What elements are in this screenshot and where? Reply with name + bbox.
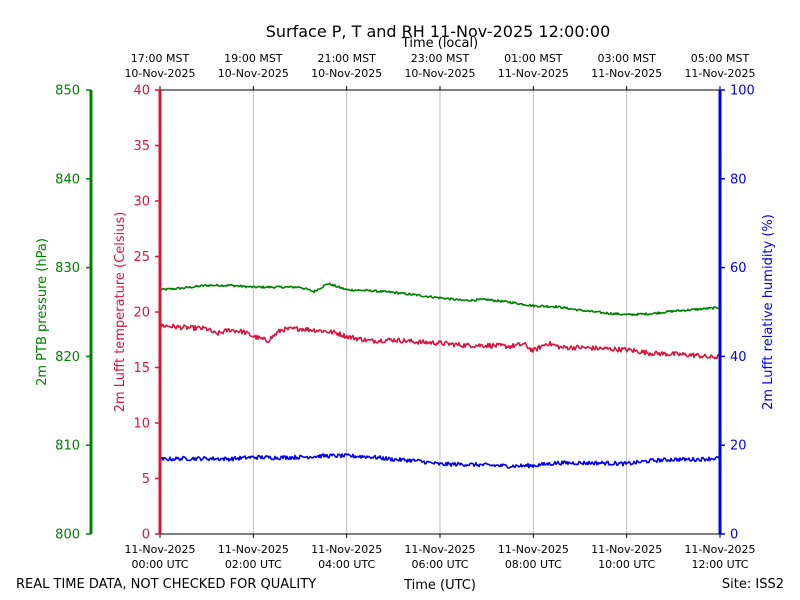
- pressure-axis-tick-label-4: 840: [55, 172, 80, 187]
- bottom-tick-date-4: 11-Nov-2025: [498, 543, 569, 556]
- top-axis-label: Time (local): [401, 36, 478, 51]
- bottom-tick-date-5: 11-Nov-2025: [591, 543, 662, 556]
- top-tick-date-4: 11-Nov-2025: [498, 67, 569, 80]
- humidity-axis-label: 2m Lufft relative humidity (%): [761, 214, 776, 410]
- temperature-axis-tick-label-5: 25: [133, 250, 150, 265]
- bottom-tick-label-6: 12:00 UTC: [691, 558, 748, 571]
- humidity-axis-tick-label-2: 40: [730, 350, 747, 365]
- top-tick-label-5: 03:00 MST: [597, 52, 656, 65]
- bottom-tick-label-2: 04:00 UTC: [318, 558, 375, 571]
- top-tick-date-6: 11-Nov-2025: [684, 67, 755, 80]
- top-tick-date-2: 10-Nov-2025: [311, 67, 382, 80]
- temperature-axis-tick-label-0: 0: [142, 528, 150, 543]
- pressure-axis-tick-label-3: 830: [55, 261, 80, 276]
- temperature-axis-tick-label-2: 10: [133, 417, 150, 432]
- pressure-axis-tick-label-1: 810: [55, 439, 80, 454]
- temperature-axis: 0 5 10 15 20 25 30 35 40: [133, 84, 162, 543]
- top-tick-date-5: 11-Nov-2025: [591, 67, 662, 80]
- chart-title: Surface P, T and RH 11-Nov-2025 12:00:00: [266, 22, 611, 41]
- bottom-tick-label-0: 00:00 UTC: [131, 558, 188, 571]
- pressure-axis-tick-label-5: 850: [55, 84, 80, 99]
- bottom-tick-date-6: 11-Nov-2025: [684, 543, 755, 556]
- series-humidity: [159, 453, 721, 469]
- temperature-axis-tick-label-3: 15: [133, 361, 150, 376]
- temperature-axis-tick-label-1: 5: [142, 472, 150, 487]
- series-pressure: [159, 282, 721, 317]
- bottom-tick-date-1: 11-Nov-2025: [218, 543, 289, 556]
- humidity-axis-tick-label-3: 60: [730, 261, 747, 276]
- pressure-axis-tick-label-0: 800: [55, 528, 80, 543]
- temperature-axis-tick-label-4: 20: [133, 306, 150, 321]
- temperature-axis-tick-label-6: 30: [133, 195, 150, 210]
- top-tick-label-6: 05:00 MST: [691, 52, 750, 65]
- bottom-tick-label-5: 10:00 UTC: [598, 558, 655, 571]
- humidity-axis-tick-label-5: 100: [730, 84, 755, 99]
- series-temperature: [159, 322, 721, 360]
- bottom-tick-date-3: 11-Nov-2025: [404, 543, 475, 556]
- grid-lines: [252, 90, 628, 534]
- footer-site: Site: ISS2: [722, 577, 784, 592]
- bottom-tick-date-0: 11-Nov-2025: [124, 543, 195, 556]
- bottom-tick-label-1: 02:00 UTC: [225, 558, 282, 571]
- bottom-tick-date-2: 11-Nov-2025: [311, 543, 382, 556]
- top-tick-date-0: 10-Nov-2025: [124, 67, 195, 80]
- bottom-tick-label-4: 08:00 UTC: [505, 558, 562, 571]
- pressure-axis-tick-label-2: 820: [55, 350, 80, 365]
- top-tick-date-3: 10-Nov-2025: [404, 67, 475, 80]
- humidity-axis: 0 20 40 60 80 100: [718, 84, 755, 543]
- temperature-axis-label: 2m Lufft temperature (Celsius): [113, 212, 128, 413]
- pressure-axis: 800 810 820 830 840 850: [55, 84, 93, 543]
- series-layer: [159, 282, 721, 469]
- pressure-axis-label: 2m PTB pressure (hPa): [35, 238, 50, 386]
- bottom-axis: 11-Nov-2025 00:00 UTC 11-Nov-2025 02:00 UTC…: [124, 534, 756, 571]
- top-tick-date-1: 10-Nov-2025: [218, 67, 289, 80]
- top-tick-label-2: 21:00 MST: [317, 52, 376, 65]
- x-axis-label: Time (UTC): [403, 578, 476, 593]
- top-tick-label-1: 19:00 MST: [224, 52, 283, 65]
- top-axis: 17:00 MST 10-Nov-2025 19:00 MST 10-Nov-2025…: [124, 52, 756, 90]
- humidity-axis-tick-label-0: 0: [730, 528, 738, 543]
- top-tick-label-3: 23:00 MST: [411, 52, 470, 65]
- temperature-axis-tick-label-7: 35: [133, 139, 150, 154]
- temperature-axis-tick-label-8: 40: [133, 84, 150, 99]
- footer-quality-note: REAL TIME DATA, NOT CHECKED FOR QUALITY: [16, 577, 316, 592]
- bottom-tick-label-3: 06:00 UTC: [411, 558, 468, 571]
- top-tick-label-0: 17:00 MST: [131, 52, 190, 65]
- top-tick-label-4: 01:00 MST: [504, 52, 563, 65]
- humidity-axis-tick-label-4: 80: [730, 172, 747, 187]
- humidity-axis-tick-label-1: 20: [730, 439, 747, 454]
